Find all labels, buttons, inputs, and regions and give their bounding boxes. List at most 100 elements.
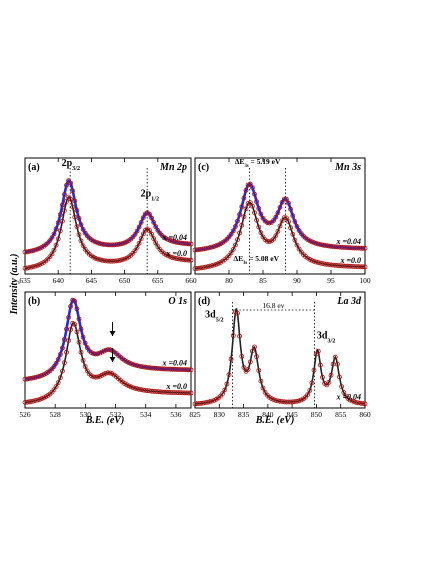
data-point: [320, 374, 325, 380]
data-point: [292, 237, 298, 243]
data-point: [201, 400, 206, 406]
data-point: [60, 202, 65, 208]
x-tick-label: 526: [19, 410, 31, 419]
data-point: [362, 264, 368, 270]
data-point: [243, 187, 249, 193]
data-point: [64, 349, 69, 355]
data-point: [93, 255, 98, 261]
data-point: [226, 372, 232, 378]
panel-a: 635 640 645 650 655 660 x =0.04 x =0.0 2p3/2 2p1/…: [19, 157, 197, 285]
data-point: [30, 248, 36, 253]
x-axis-label-right: B.E. (eV): [255, 415, 295, 426]
data-point: [237, 212, 243, 217]
data-point: [294, 398, 300, 404]
x-tick-label: 850: [311, 410, 323, 419]
data-point: [260, 385, 266, 391]
data-point: [95, 351, 100, 357]
data-point: [128, 361, 134, 367]
data-point: [232, 224, 238, 229]
data-point: [28, 264, 34, 270]
data-point: [207, 263, 213, 269]
data-point: [286, 200, 291, 206]
data-point: [203, 264, 209, 270]
data-point: [224, 381, 230, 387]
data-point: [252, 344, 257, 350]
data-point: [70, 204, 76, 210]
data-point: [49, 235, 55, 241]
data-point: [76, 215, 82, 221]
data-point: [78, 238, 84, 244]
plot-frame: [24, 157, 192, 275]
data-point: [292, 219, 298, 225]
data-point: [153, 240, 159, 246]
peak-annotation: ΔE3s = 5.19 eV: [235, 157, 281, 169]
data-point: [211, 262, 217, 268]
data-point: [249, 185, 255, 191]
x-axis-label-left: B.E. (eV): [85, 415, 125, 426]
data-point: [130, 385, 136, 391]
data-point: [66, 338, 71, 344]
data-point: [241, 365, 247, 370]
data-point: [95, 374, 100, 380]
series-label: x =0.04: [161, 359, 187, 368]
data-point: [252, 191, 257, 197]
data-point: [326, 379, 332, 385]
data-point: [30, 375, 36, 381]
data-point: [118, 241, 123, 247]
data-point: [82, 364, 88, 369]
data-point: [68, 327, 73, 333]
data-point: [62, 208, 67, 214]
data-point: [332, 354, 338, 360]
data-point: [80, 243, 86, 249]
data-point: [334, 361, 340, 367]
data-point: [288, 225, 294, 231]
data-point: [360, 264, 366, 270]
data-point: [290, 213, 296, 219]
data-point: [220, 391, 226, 397]
x-tick-label: 95: [327, 276, 335, 285]
data-point: [249, 203, 255, 209]
data-point: [188, 367, 194, 373]
data-point: [55, 236, 61, 242]
data-point: [30, 264, 36, 270]
data-point: [201, 265, 206, 270]
data-point: [138, 219, 144, 225]
data-point: [230, 228, 236, 234]
data-point: [271, 217, 277, 223]
data-point: [205, 264, 211, 270]
data-point: [76, 316, 82, 322]
data-point: [28, 248, 34, 254]
data-point: [328, 372, 334, 378]
data-point: [39, 373, 44, 378]
data-point: [72, 214, 78, 220]
data-point: [315, 241, 321, 247]
data-point: [64, 182, 69, 188]
data-point: [53, 384, 59, 390]
data-point: [82, 340, 88, 346]
data-point: [68, 303, 73, 309]
data-point: [239, 353, 245, 359]
data-point: [147, 211, 152, 217]
data-point: [80, 357, 86, 363]
data-point: [254, 354, 260, 360]
x-tick-label: 855: [335, 410, 347, 419]
data-point: [362, 245, 368, 251]
data-point: [296, 398, 302, 404]
data-point: [120, 257, 125, 263]
data-point: [241, 195, 247, 201]
data-point: [254, 199, 260, 205]
data-point: [72, 321, 78, 327]
data-point: [76, 339, 82, 345]
data-point: [33, 247, 38, 253]
data-point: [57, 228, 63, 234]
data-point: [249, 348, 255, 354]
data-point: [201, 246, 206, 252]
data-point: [258, 230, 264, 236]
data-point: [281, 196, 287, 202]
data-point: [256, 368, 262, 373]
data-point: [254, 217, 260, 223]
x-tick-label: 640: [53, 276, 65, 285]
data-point: [53, 360, 59, 366]
data-point: [153, 224, 159, 230]
